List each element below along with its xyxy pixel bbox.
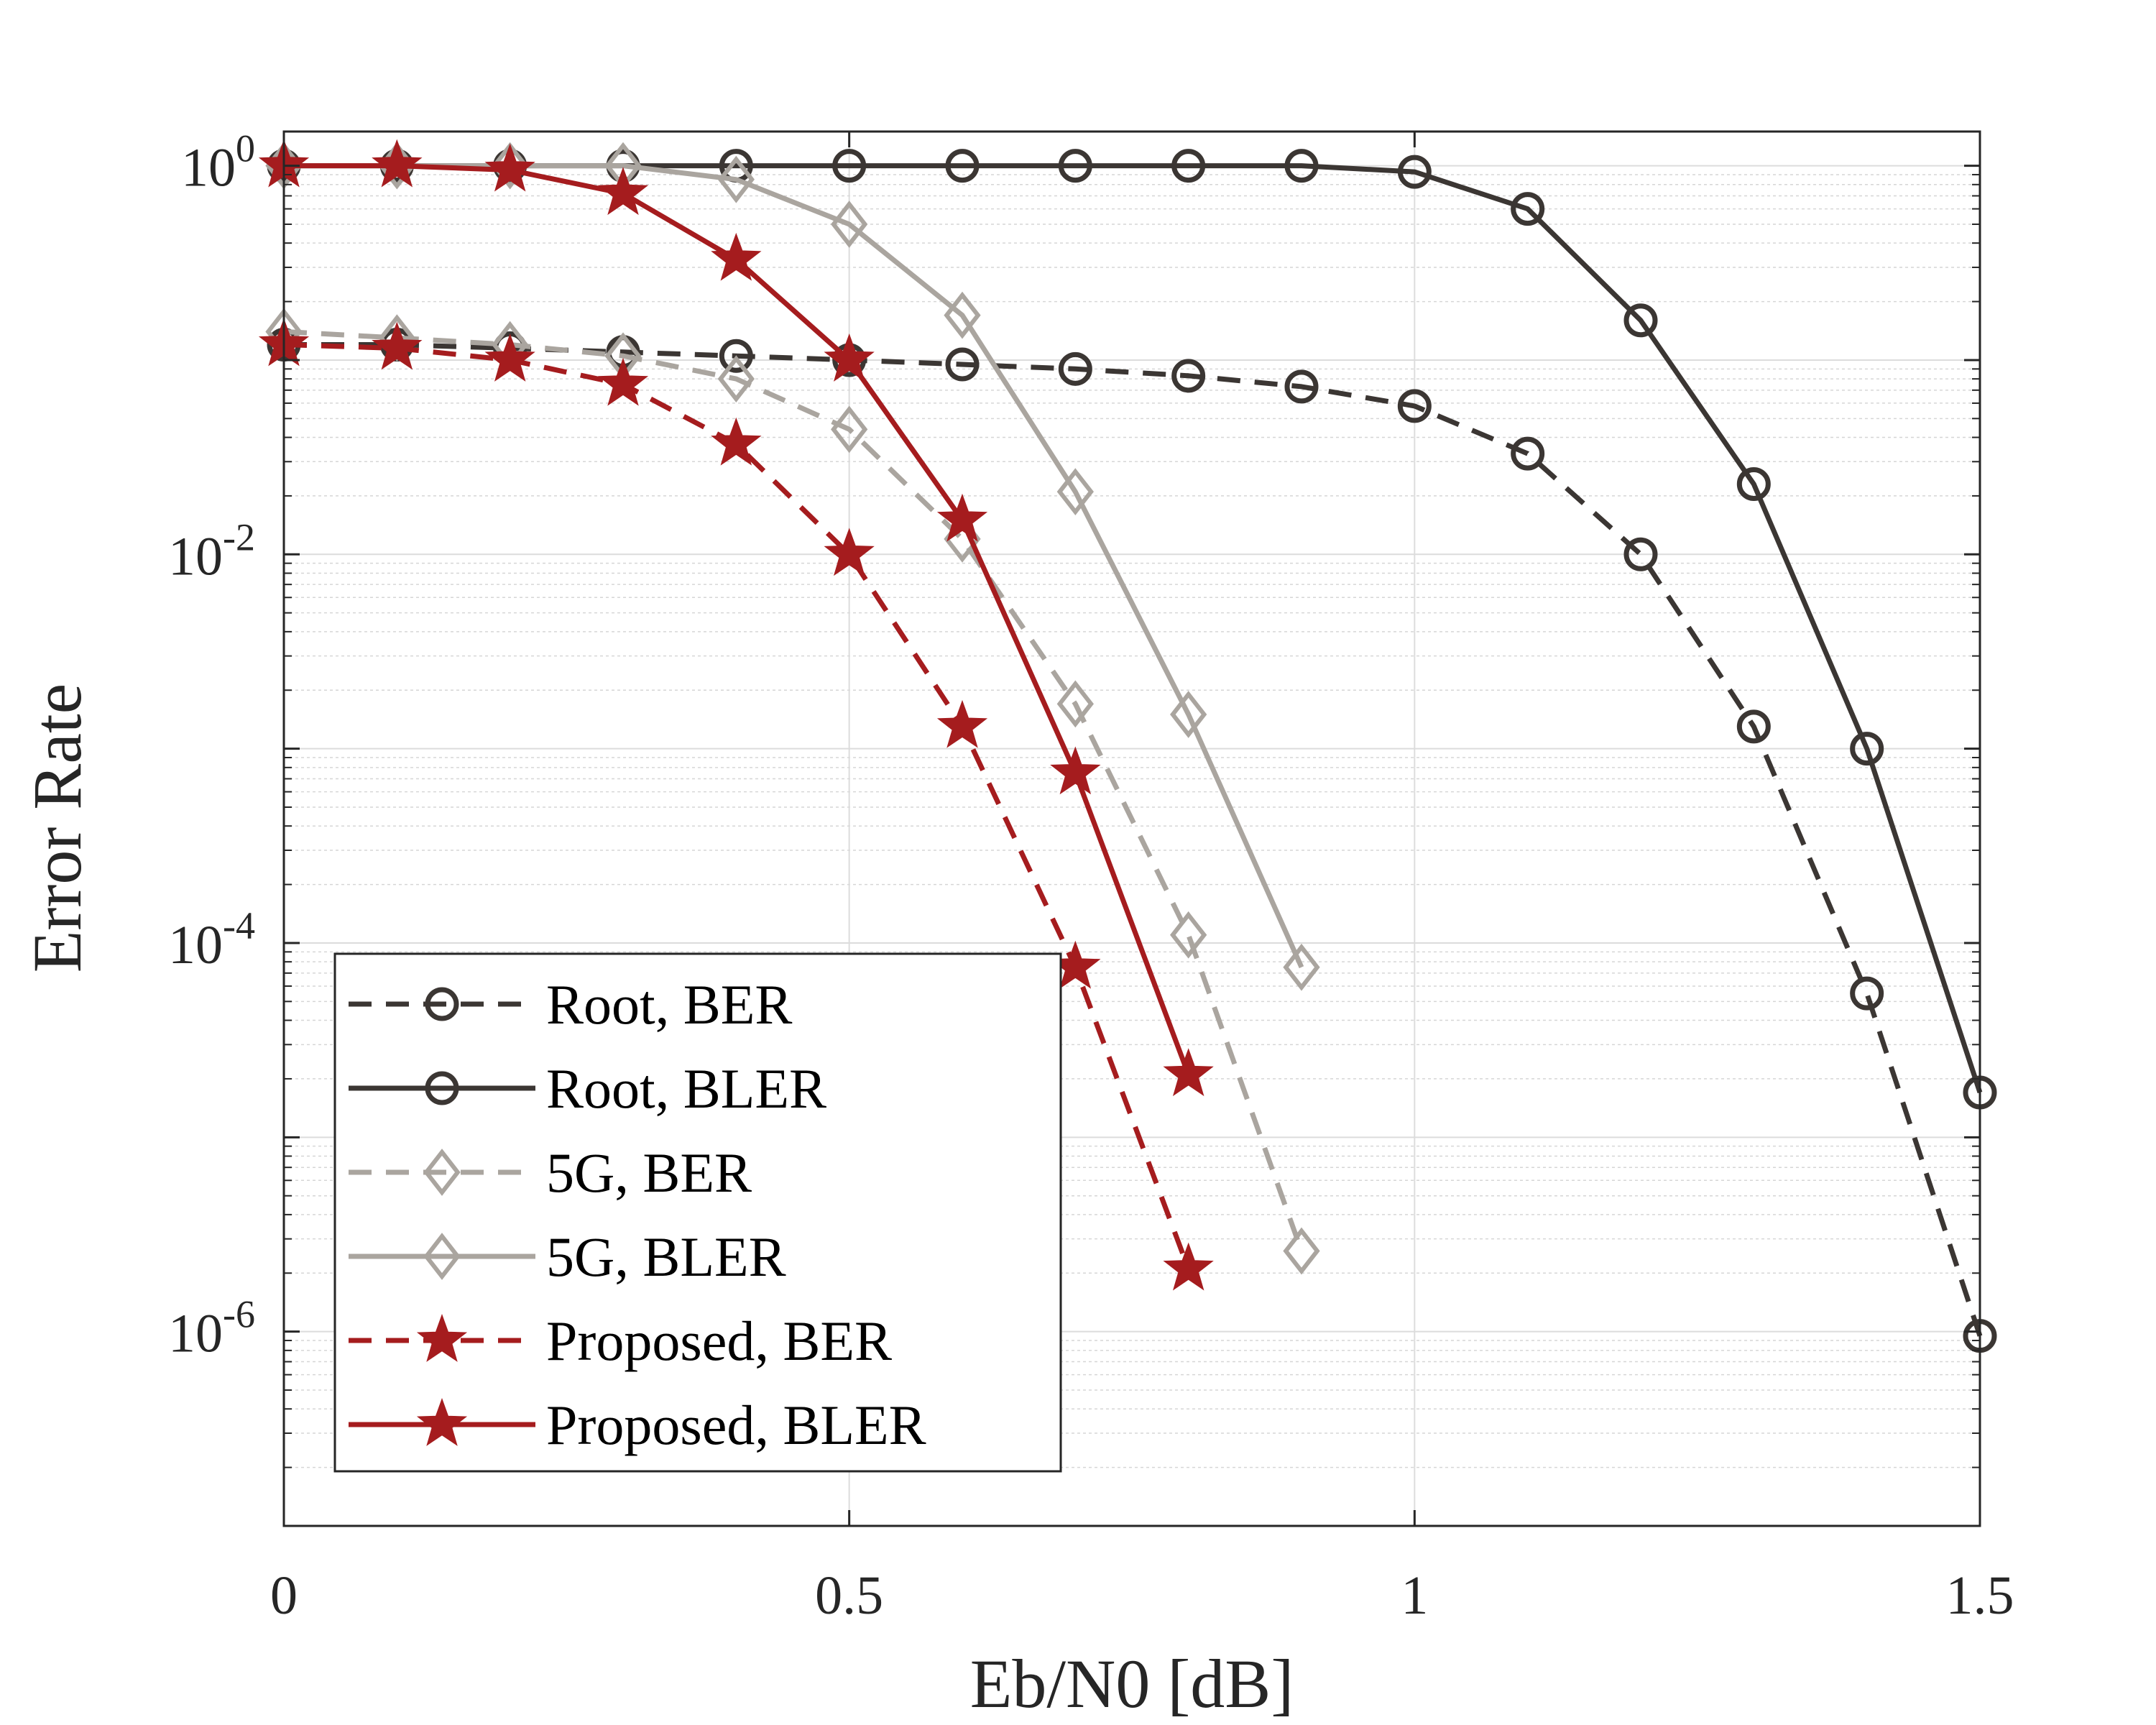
legend-label: Root, BLER xyxy=(546,1057,826,1120)
data-point xyxy=(1170,691,1207,738)
data-point xyxy=(484,143,535,192)
data-point xyxy=(1623,537,1658,571)
data-point xyxy=(484,333,535,382)
data-point xyxy=(824,333,875,382)
data-point xyxy=(597,357,649,406)
data-point xyxy=(1284,149,1319,183)
data-point xyxy=(1283,943,1320,991)
data-point xyxy=(711,417,762,466)
series-proposed-bler xyxy=(258,139,1214,1097)
data-point xyxy=(1058,351,1092,386)
data-point xyxy=(945,347,980,382)
data-point xyxy=(492,142,529,190)
data-point xyxy=(1397,155,1432,189)
data-point xyxy=(832,149,867,183)
legend-item: Proposed, BER xyxy=(349,1310,892,1372)
legend-swatch-marker xyxy=(416,1314,468,1362)
data-point xyxy=(372,139,423,188)
data-point xyxy=(1163,1048,1214,1097)
legend-box xyxy=(333,952,1062,1473)
legend-label: 5G, BER xyxy=(546,1141,752,1204)
data-point xyxy=(1511,436,1545,471)
data-point xyxy=(711,232,762,281)
data-point xyxy=(936,493,988,542)
series-layer xyxy=(258,139,1997,1353)
series-line xyxy=(283,328,1304,1252)
x-tick-label: 0 xyxy=(270,1565,298,1626)
data-point xyxy=(1736,709,1771,744)
data-point xyxy=(824,528,875,576)
data-point xyxy=(1056,468,1094,516)
data-point xyxy=(945,149,980,183)
data-point xyxy=(717,355,755,403)
data-point xyxy=(1397,389,1432,423)
ticks-layer: 0 0.5 1 1.5 100 10-2 10-4 10-6 xyxy=(168,127,2014,1626)
data-point xyxy=(1163,1242,1214,1291)
data-point xyxy=(719,339,753,373)
data-point xyxy=(944,291,981,339)
data-point xyxy=(831,201,868,248)
data-point xyxy=(1511,192,1545,226)
data-point xyxy=(1171,359,1206,393)
legend-item: 5G, BER xyxy=(349,1141,752,1204)
data-point xyxy=(1736,466,1771,501)
y-tick-label: 10-6 xyxy=(168,1293,255,1364)
y-tick-label: 100 xyxy=(181,127,255,198)
x-tick-label: 0.5 xyxy=(815,1565,883,1626)
legend-item: 5G, BLER xyxy=(349,1225,786,1288)
y-axis-label: Error Rate xyxy=(19,684,96,972)
legend-label: Root, BER xyxy=(546,973,792,1036)
data-point xyxy=(1056,680,1094,728)
legend-label: Proposed, BER xyxy=(546,1310,892,1372)
x-axis-label: Eb/N0 [dB] xyxy=(970,1645,1294,1722)
data-point xyxy=(1283,1227,1320,1275)
y-tick-label: 10-4 xyxy=(168,904,255,975)
legend-swatch-marker xyxy=(423,1233,461,1280)
data-point xyxy=(1058,149,1092,183)
legend-item: Proposed, BLER xyxy=(349,1394,926,1456)
data-point xyxy=(1850,732,1884,766)
legend-swatch-marker xyxy=(423,1149,461,1196)
legend-label: 5G, BLER xyxy=(546,1225,786,1288)
data-point xyxy=(936,699,988,748)
data-point xyxy=(372,321,423,370)
legend-item: Root, BLER xyxy=(349,1057,826,1120)
data-point xyxy=(1171,149,1206,183)
data-point xyxy=(1850,976,1884,1011)
legend-swatch-marker xyxy=(425,987,459,1021)
legend-swatch-marker xyxy=(416,1398,468,1446)
data-point xyxy=(597,167,649,216)
legend-swatch-marker xyxy=(425,1071,459,1105)
x-tick-label: 1.5 xyxy=(1946,1565,2014,1626)
data-point xyxy=(1050,746,1101,795)
y-tick-label: 10-2 xyxy=(168,515,255,586)
data-point xyxy=(717,155,755,203)
data-point xyxy=(831,405,868,454)
legend: Root, BER Root, BLER 5G, BER 5G, BLER Propos… xyxy=(333,952,1062,1473)
x-tick-label: 1 xyxy=(1401,1565,1428,1626)
plot-frame xyxy=(282,130,1981,1527)
data-point xyxy=(1623,303,1658,338)
data-point xyxy=(1284,369,1319,404)
legend-label: Proposed, BLER xyxy=(546,1394,926,1456)
legend-item: Root, BER xyxy=(349,973,792,1036)
data-point xyxy=(1170,911,1207,959)
